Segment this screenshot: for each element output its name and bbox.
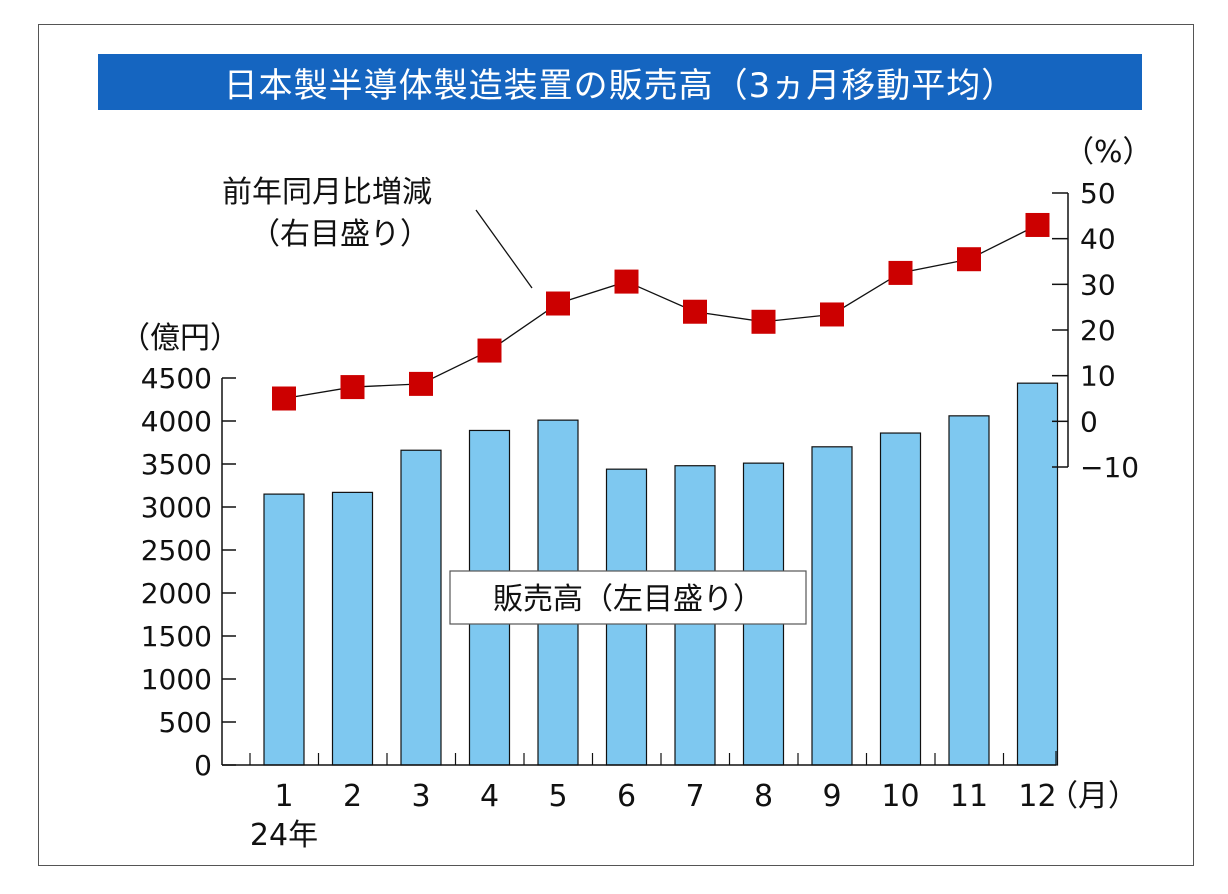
bar-12: [1016, 382, 1059, 766]
right-tick-label: 40: [1080, 223, 1116, 256]
right-tick-label: 0: [1080, 405, 1098, 438]
x-tick-label: 3: [411, 779, 430, 814]
x-tick-label: 6: [617, 779, 636, 814]
chart-frame: [38, 24, 1194, 866]
right-tick-label: 10: [1080, 360, 1116, 393]
x-tick-label: 12: [1018, 779, 1056, 814]
line-point-8: [751, 309, 776, 334]
bar-11: [948, 415, 990, 766]
x-tick-label: 11: [950, 779, 988, 814]
left-tick-label: 2000: [141, 577, 212, 610]
left-tick-label: 1000: [141, 663, 212, 696]
line-point-9: [820, 302, 844, 327]
left-tick-label: 4500: [141, 362, 212, 395]
line-point-2: [340, 375, 365, 400]
bar-series-label: 販売高（左目盛り）: [493, 582, 763, 617]
x-tick-label: 4: [480, 779, 499, 814]
year-label: 24年: [250, 818, 318, 853]
right-tick-label: −10: [1080, 451, 1139, 484]
bar-1: [263, 493, 305, 766]
x-tick-label: 7: [685, 779, 704, 814]
line-point-6: [614, 269, 639, 294]
bar-3: [400, 449, 442, 766]
left-axis-unit: （億円）: [120, 321, 240, 356]
bar-9: [811, 446, 853, 766]
x-tick-label: 2: [343, 779, 362, 814]
left-tick-label: 4000: [141, 405, 212, 438]
left-tick-label: 0: [194, 749, 212, 782]
line-point-1: [272, 386, 296, 411]
line-series-label: 前年同月比増減: [222, 175, 432, 210]
right-tick-label: 50: [1080, 177, 1116, 210]
line-point-5: [546, 291, 570, 316]
left-tick-label: 1500: [141, 620, 212, 653]
line-point-4: [477, 338, 502, 363]
right-tick-label: 30: [1080, 268, 1116, 301]
x-tick-label: 1: [274, 779, 293, 814]
line-point-10: [888, 260, 913, 285]
chart-title: 日本製半導体製造装置の販売高（3ヵ月移動平均）: [98, 54, 1142, 110]
left-tick-label: 3000: [141, 491, 212, 524]
x-axis-unit: （月）: [1048, 779, 1138, 814]
line-point-7: [683, 299, 707, 324]
left-tick-label: 2500: [141, 534, 212, 567]
x-tick-label: 10: [881, 779, 919, 814]
bar-10: [879, 432, 922, 766]
right-tick-label: 20: [1080, 314, 1116, 347]
x-tick-label: 8: [754, 779, 773, 814]
left-tick-label: 3500: [141, 448, 212, 481]
right-axis-unit: （%）: [1064, 135, 1153, 170]
bar-series-label-box: [449, 570, 807, 625]
line-point-11: [957, 247, 981, 272]
line-series-label-scale: （右目盛り）: [250, 217, 430, 252]
bar-2: [331, 491, 374, 766]
line-series-leader: [475, 209, 533, 289]
line-point-12: [1025, 212, 1050, 237]
left-tick-label: 500: [159, 706, 212, 739]
line-point-3: [409, 371, 433, 396]
x-tick-label: 5: [548, 779, 567, 814]
x-tick-label: 9: [822, 779, 841, 814]
